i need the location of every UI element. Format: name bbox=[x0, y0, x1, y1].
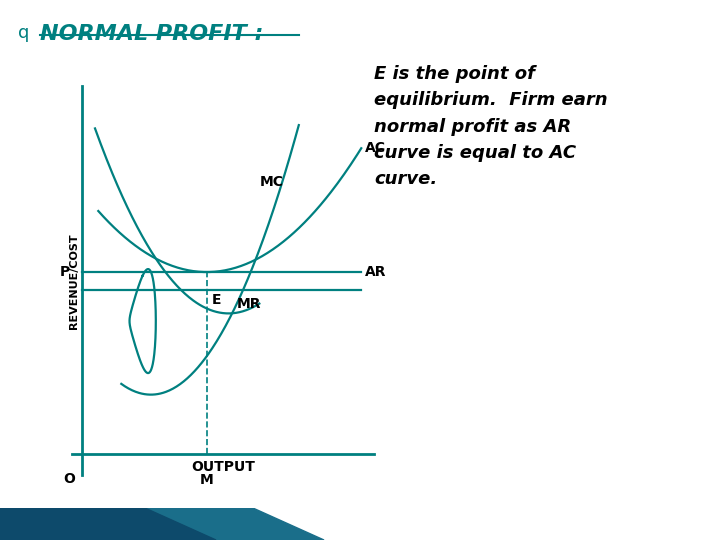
Text: E is the point of
equilibrium.  Firm earn
normal profit as AR
curve is equal to : E is the point of equilibrium. Firm earn… bbox=[374, 65, 608, 188]
Text: O: O bbox=[63, 472, 76, 485]
Text: E: E bbox=[212, 293, 221, 307]
Polygon shape bbox=[0, 508, 324, 540]
Text: NORMAL PROFIT :: NORMAL PROFIT : bbox=[40, 24, 263, 44]
Text: P: P bbox=[60, 265, 71, 279]
Text: q: q bbox=[18, 24, 30, 42]
Polygon shape bbox=[0, 508, 216, 540]
Text: AC: AC bbox=[364, 141, 385, 155]
Text: M: M bbox=[200, 474, 214, 488]
Text: MC: MC bbox=[259, 174, 284, 188]
Y-axis label: REVENUE/COST: REVENUE/COST bbox=[69, 233, 79, 329]
X-axis label: OUTPUT: OUTPUT bbox=[192, 460, 255, 474]
Text: MR: MR bbox=[236, 296, 261, 310]
Text: AR: AR bbox=[364, 265, 386, 279]
